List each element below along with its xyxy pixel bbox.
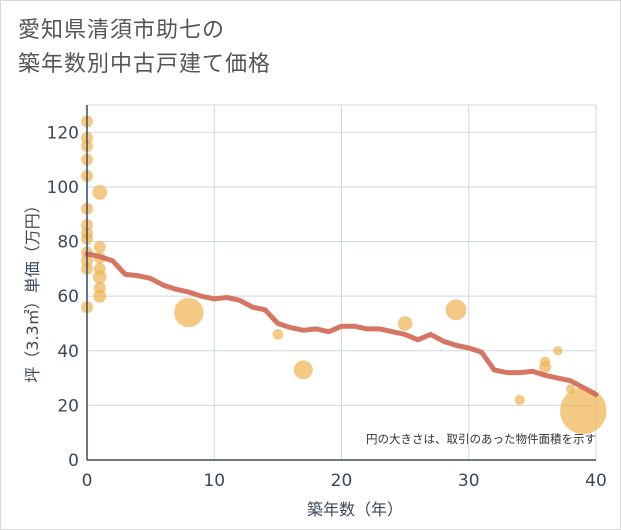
y-tick-label: 0: [68, 451, 79, 471]
x-tick-label: 0: [82, 471, 93, 491]
bubble-point: [560, 387, 607, 435]
trend-line: [84, 251, 599, 397]
bubble-point: [553, 346, 563, 356]
bubble-point: [293, 360, 313, 380]
chart-title: 愛知県清須市助七の 築年数別中古戸建て価格: [18, 14, 271, 82]
tick-labels: 0 20 40 60 80 100 120 0 10 20 30 40: [47, 123, 607, 491]
y-tick-label: 100: [47, 178, 79, 198]
x-tick-label: 40: [585, 471, 607, 491]
bubble-point: [174, 297, 204, 328]
size-note: 円の大きさは、取引のあった物件面積を示す: [366, 432, 596, 446]
trend-series: [84, 251, 599, 397]
x-tick-label: 30: [458, 471, 480, 491]
grid-lines: [87, 104, 597, 460]
chart-title-line-1: 愛知県清須市助七の: [18, 18, 226, 43]
axes: [86, 105, 596, 461]
bubble-point: [445, 299, 467, 321]
x-tick-label: 20: [331, 471, 353, 491]
x-axis-label: 築年数（年）: [307, 500, 403, 519]
y-tick-label: 20: [57, 396, 79, 416]
bubble-point: [92, 270, 107, 284]
bubble-point: [539, 361, 552, 374]
chart-title-line-2: 築年数別中古戸建て価格: [18, 52, 272, 77]
bubble-point: [514, 394, 525, 405]
bubble-point: [93, 289, 107, 303]
y-tick-label: 80: [57, 233, 79, 253]
y-tick-label: 40: [57, 342, 79, 362]
x-tick-label: 10: [203, 471, 225, 491]
bubble-point: [92, 185, 108, 200]
bubble-point: [272, 329, 284, 340]
y-tick-label: 60: [57, 287, 79, 307]
y-axis-label: 坪（3.3㎡）単価（万円）: [23, 197, 42, 382]
y-tick-label: 120: [47, 123, 79, 143]
bubble-point: [397, 316, 413, 331]
bubble-point: [93, 241, 106, 253]
bubble-series: [81, 115, 607, 435]
